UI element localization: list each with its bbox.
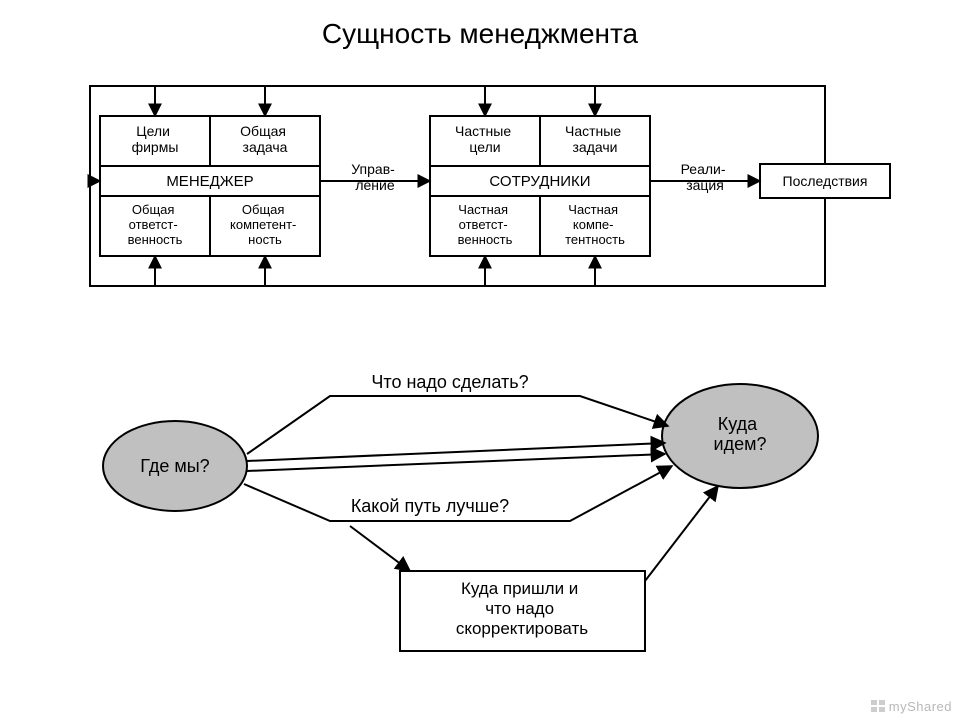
edge-what-to-do-label: Что надо сделать? bbox=[371, 372, 528, 392]
manager-cell-tr: Общая задача bbox=[240, 123, 290, 155]
node-where-we-label: Где мы? bbox=[140, 456, 209, 476]
watermark-icon bbox=[871, 700, 885, 712]
edge-which-path-label: Какой путь лучше? bbox=[351, 496, 509, 516]
edge-manage-label: Управ- ление bbox=[351, 161, 398, 193]
watermark-text: myShared bbox=[889, 699, 952, 714]
staff-block: Частные цели Частные задачи СОТРУДНИКИ Ч… bbox=[430, 116, 650, 256]
result-box-label: Последствия bbox=[783, 173, 868, 189]
manager-cell-bl: Общая ответст- венность bbox=[128, 202, 183, 247]
bottom-diagram: Где мы? Куда идем? Что надо сделать? Как… bbox=[0, 336, 960, 676]
staff-header: СОТРУДНИКИ bbox=[489, 173, 590, 190]
watermark: myShared bbox=[871, 699, 952, 714]
edge-realize-label: Реали- зация bbox=[681, 161, 730, 193]
edge-what-to-do bbox=[247, 396, 668, 461]
page-title: Сущность менеджмента bbox=[0, 0, 960, 56]
top-diagram: Цели фирмы Общая задача МЕНЕДЖЕР Общая о… bbox=[0, 56, 960, 336]
staff-cell-br: Частная компе- тентность bbox=[565, 202, 625, 247]
manager-cell-tl: Цели фирмы bbox=[132, 123, 179, 155]
staff-cell-tr: Частные задачи bbox=[565, 123, 625, 155]
staff-cell-bl: Частная ответст- венность bbox=[458, 202, 513, 247]
manager-block: Цели фирмы Общая задача МЕНЕДЖЕР Общая о… bbox=[100, 116, 320, 256]
node-where-go-label: Куда идем? bbox=[714, 414, 767, 454]
manager-header: МЕНЕДЖЕР bbox=[166, 173, 253, 190]
edge-to-correct bbox=[350, 526, 410, 571]
edge-correct-to-go bbox=[645, 486, 718, 581]
